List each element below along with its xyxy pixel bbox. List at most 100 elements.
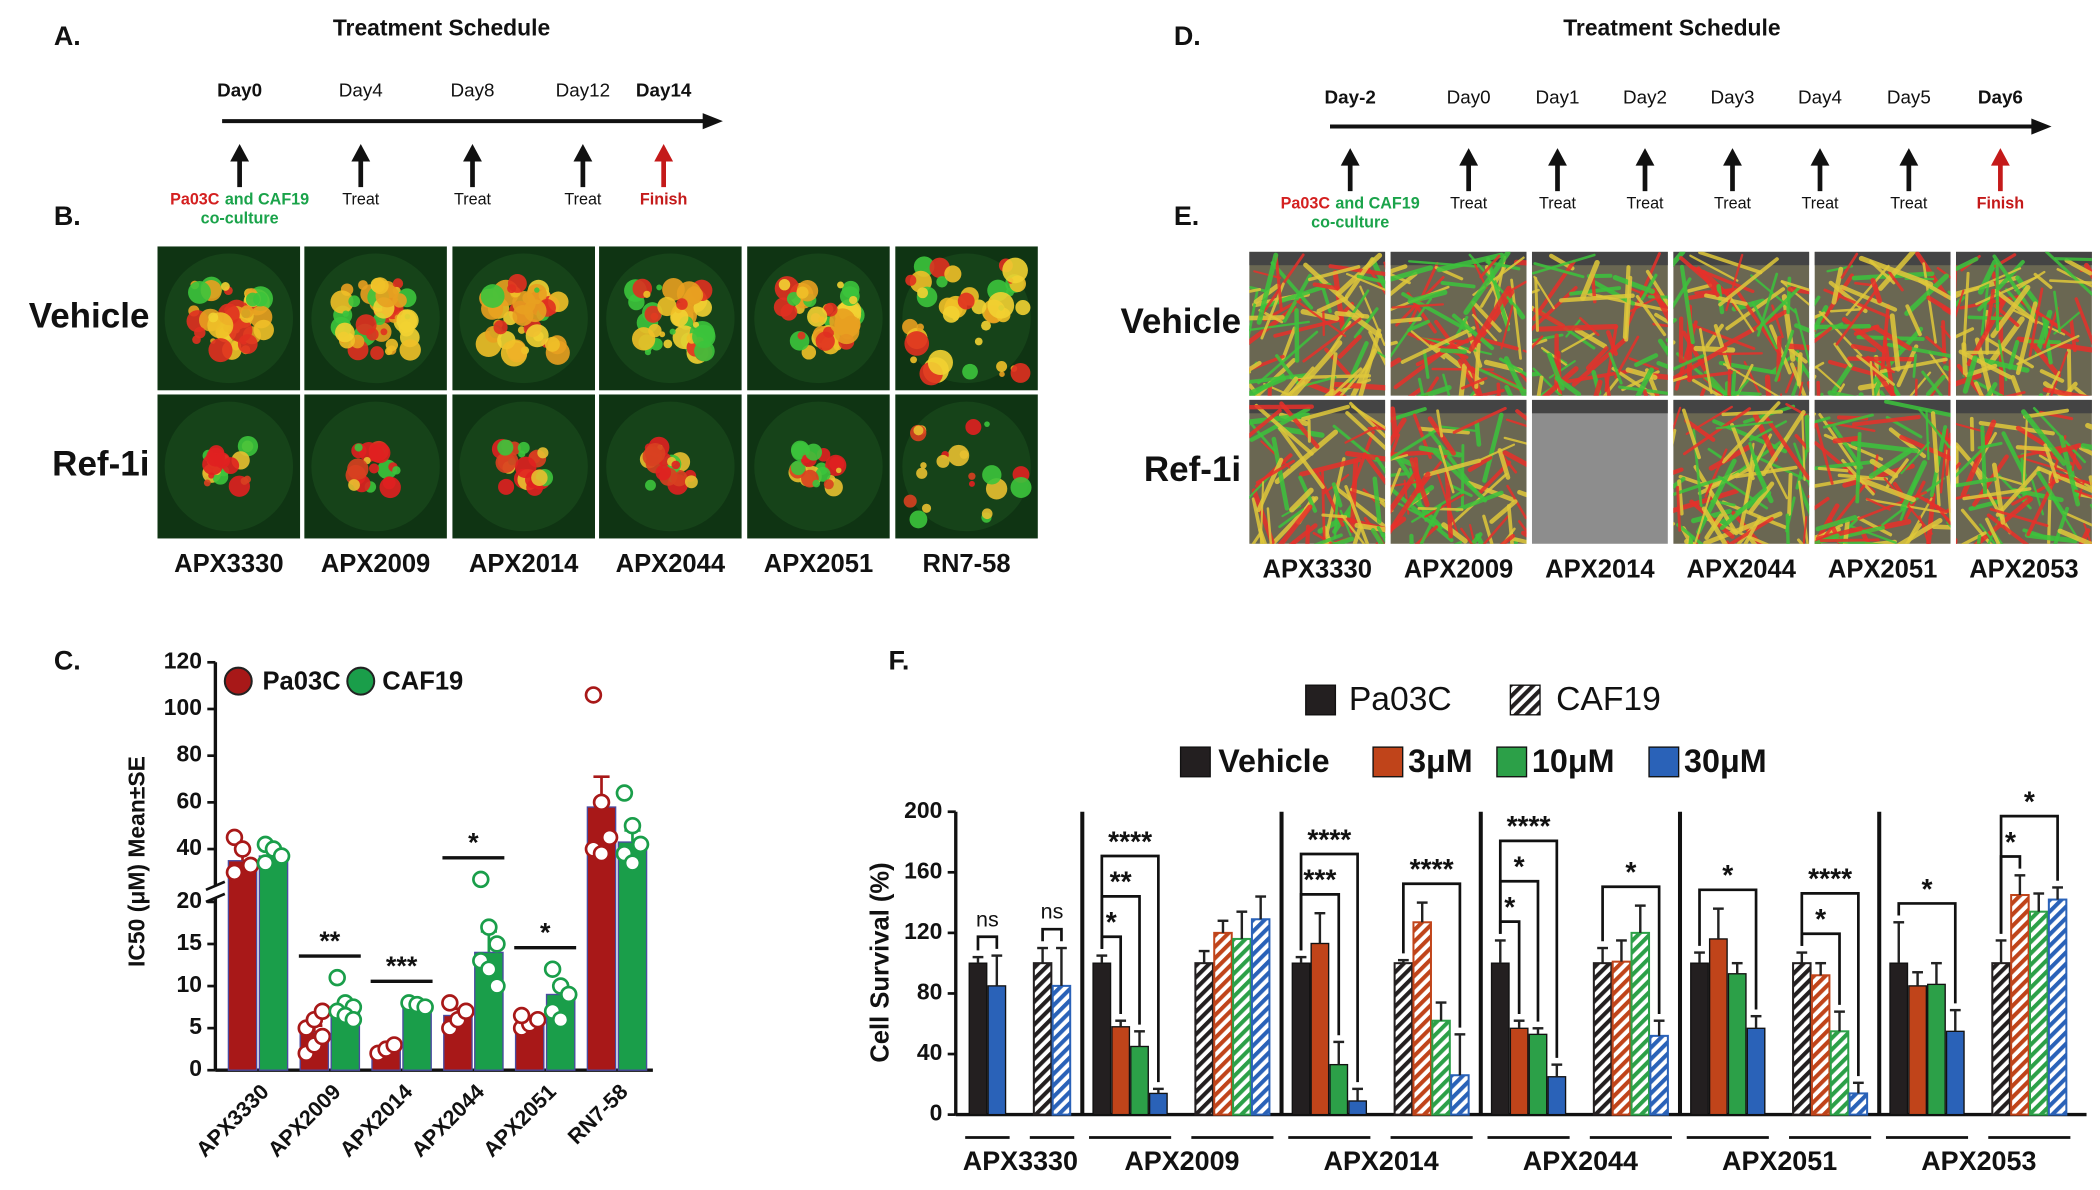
cell-fiber <box>1787 472 1793 516</box>
cell-fiber <box>1640 273 1658 301</box>
cell-fiber <box>1476 367 1527 393</box>
cell-fiber <box>1249 376 1287 396</box>
bar <box>2047 898 2068 1116</box>
cell-fiber <box>1921 370 1944 396</box>
cell-fiber <box>2014 270 2046 292</box>
cell-cluster <box>936 454 950 468</box>
cell-cluster <box>818 316 825 323</box>
bar <box>1329 1063 1349 1116</box>
cell-fiber <box>1274 429 1339 485</box>
event-text: Treat <box>1714 195 1752 213</box>
cell-fiber <box>1673 251 1686 268</box>
cell-fiber <box>1986 513 2029 544</box>
cell-cluster <box>669 328 676 335</box>
bar <box>1727 973 1747 1116</box>
cell-fiber <box>1390 271 1418 297</box>
cell-fiber <box>1704 448 1728 498</box>
micrograph <box>1249 399 1386 544</box>
bar <box>1810 974 1831 1116</box>
cell-fiber <box>1419 504 1442 544</box>
cell-fiber <box>1416 385 1452 396</box>
cell-fiber <box>1698 251 1763 275</box>
day-label: Day-2 <box>1325 86 1376 107</box>
cell-cluster <box>348 479 360 491</box>
cell-fiber <box>2026 337 2061 379</box>
cell-cluster <box>253 319 274 341</box>
cell-fiber <box>1955 422 1986 433</box>
day-label: Day4 <box>1798 86 1842 107</box>
cell-fiber <box>1925 335 1947 355</box>
cell-fiber <box>2039 369 2065 383</box>
day-label: Day6 <box>1978 86 2023 107</box>
cell-fiber <box>1797 538 1804 544</box>
bar <box>1611 960 1632 1116</box>
significance-label: * <box>2024 785 2035 817</box>
chip-frame <box>1249 251 1386 266</box>
x-tick-label: APX2053 <box>1921 1146 2036 1176</box>
legend-label: CAF19 <box>1556 681 1661 718</box>
bar <box>1232 937 1252 1116</box>
significance-bracket <box>1601 885 1661 1014</box>
cell-cluster <box>974 337 983 346</box>
cell-fiber <box>1289 340 1343 396</box>
column-label: APX2053 <box>1969 556 2078 584</box>
cell-fiber <box>2042 387 2091 396</box>
event-label: Treat <box>564 191 602 209</box>
cell-fiber <box>1673 354 1705 371</box>
cell-fiber <box>1548 360 1576 379</box>
significance-label: * <box>1106 906 1117 938</box>
event-label: co-culture <box>1311 214 1389 232</box>
event-label: Pa03C and CAF19 <box>170 191 309 209</box>
cell-fiber <box>1708 443 1754 471</box>
cell-fiber <box>1884 399 1951 418</box>
cell-fiber <box>1502 450 1527 468</box>
cell-fiber <box>2049 279 2092 285</box>
cell-fiber <box>1815 526 1863 542</box>
cell-cluster <box>841 315 861 335</box>
event-text: Treat <box>1450 195 1488 213</box>
data-point <box>328 968 346 987</box>
bar <box>227 860 258 1071</box>
cell-cluster <box>335 322 355 343</box>
cell-fiber <box>1469 523 1476 544</box>
cell-fiber <box>1400 326 1476 364</box>
cell-fiber <box>1331 482 1343 508</box>
cell-fiber <box>1316 296 1349 314</box>
event-text: Treat <box>454 191 492 209</box>
cell-fiber <box>1682 408 1701 460</box>
axis-break <box>205 880 226 892</box>
cell-fiber <box>2032 406 2086 464</box>
day-label: Day14 <box>636 80 692 101</box>
cell-fiber <box>1472 388 1505 396</box>
cell-fiber <box>1827 390 1857 396</box>
cell-fiber <box>1958 349 2013 380</box>
bar <box>1194 962 1214 1116</box>
event-arrowhead <box>1459 148 1479 166</box>
cell-fiber <box>1411 490 1463 523</box>
cell-fiber <box>1253 270 1282 280</box>
cell-cluster <box>1010 476 1032 498</box>
cell-fiber <box>1748 536 1758 544</box>
cell-cluster <box>237 435 259 457</box>
cell-fiber <box>1390 454 1409 461</box>
column-label: RN7-58 <box>922 550 1010 578</box>
cell-fiber <box>1889 313 1901 372</box>
micrograph <box>1531 399 1668 544</box>
legend-swatch <box>1496 746 1528 778</box>
event-arrowhead <box>1899 148 1919 166</box>
cell-fiber <box>1974 381 1984 396</box>
cell-fiber <box>1259 481 1265 544</box>
y-tick-label: 40 <box>917 1039 942 1065</box>
data-point <box>272 847 291 865</box>
cell-fiber <box>2033 272 2053 290</box>
cell-fiber <box>1303 262 1365 319</box>
cell-fiber <box>1975 275 2039 306</box>
cell-fiber <box>1926 295 1951 314</box>
cell-fiber <box>1408 387 1423 396</box>
bar <box>1250 918 1271 1116</box>
cell-cluster <box>368 463 380 474</box>
cell-fiber <box>1531 285 1578 332</box>
significance-label: * <box>2005 826 2016 858</box>
chip-frame <box>1955 399 2092 414</box>
cell-fiber <box>1696 266 1720 298</box>
